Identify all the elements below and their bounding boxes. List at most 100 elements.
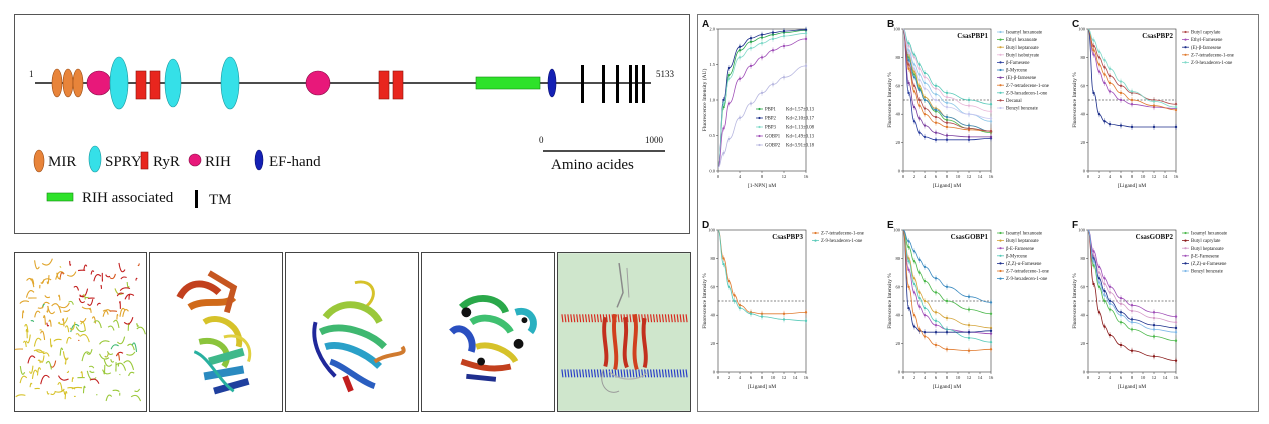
data-point — [907, 268, 910, 271]
data-point — [738, 77, 742, 80]
y-tick-label: 40 — [711, 313, 716, 318]
data-point — [1097, 265, 1101, 269]
legend-marker — [999, 76, 1002, 79]
data-point — [771, 49, 775, 52]
data-point — [989, 130, 993, 133]
legend-marker — [1184, 231, 1187, 235]
x-tick-label: 6 — [750, 375, 753, 380]
x-tick-label: 4 — [924, 174, 927, 179]
tm-segment — [642, 65, 645, 103]
x-tick-label: 10 — [956, 375, 961, 380]
series-line — [902, 229, 992, 329]
legend-marker — [758, 116, 761, 120]
y-tick-label: 80 — [711, 256, 716, 261]
tm-segment — [616, 65, 619, 103]
legend-marker — [999, 231, 1002, 235]
y-tick-label: 80 — [896, 55, 901, 60]
chart-title: CsasGOBP1 — [951, 233, 989, 241]
data-point — [989, 135, 993, 139]
rih-associated-legend-label: RIH associated — [82, 190, 174, 206]
x-tick-label: 2 — [913, 375, 915, 380]
legend-marker — [999, 262, 1002, 265]
y-tick-label: 60 — [896, 284, 901, 289]
data-point — [1103, 59, 1106, 62]
x-tick-label: 16 — [804, 375, 809, 380]
data-point — [1119, 314, 1123, 317]
mir-legend-label: MIR — [48, 154, 76, 170]
data-point — [989, 348, 993, 351]
data-point — [760, 91, 764, 95]
data-point — [1097, 113, 1101, 116]
chart-title: CsasPBP2 — [1142, 32, 1173, 40]
data-point — [967, 135, 971, 139]
data-point — [945, 299, 949, 303]
data-point — [923, 299, 927, 303]
y-tick-label: 80 — [1081, 55, 1086, 60]
x-tick-label: 6 — [935, 174, 938, 179]
legend-marker — [1184, 269, 1187, 273]
membrane-model-image — [557, 252, 691, 412]
data-point — [1130, 98, 1134, 102]
data-point — [1092, 91, 1095, 95]
domain-model-3-render — [312, 280, 406, 393]
legend-marker — [1184, 30, 1187, 34]
data-point — [1152, 104, 1156, 107]
data-point — [1103, 81, 1106, 85]
data-point — [989, 110, 993, 113]
legend-label: Isoamyl hexanoate — [1191, 232, 1227, 237]
data-point — [1103, 66, 1106, 69]
x-tick-label: 0 — [717, 375, 720, 380]
data-point — [727, 77, 731, 80]
data-point — [912, 250, 916, 253]
data-point — [912, 282, 916, 286]
y-tick-label: 1.5 — [709, 62, 715, 67]
ef-hand-legend-label: EF-hand — [269, 154, 321, 170]
legend-label: Z-9-hexadecen-1-one — [1006, 91, 1047, 96]
data-point — [907, 306, 910, 310]
data-point — [967, 331, 971, 334]
kd-label: Kd=1.49±0.13 — [786, 135, 815, 140]
data-point — [749, 46, 753, 50]
spry-legend-label: SPRY — [105, 154, 142, 170]
data-point — [923, 314, 927, 317]
chart-panel-f: F CsasGOBP2 0 2 4 6 8 10 12 14 16 0 20 40 60 80 100 [Liga… — [1070, 218, 1250, 408]
data-point — [1097, 70, 1101, 73]
y-axis-label: Fluorescence Intensity % — [702, 273, 708, 329]
legend-label: Z-7-tetradecene-1-one — [1006, 270, 1049, 275]
data-point — [918, 67, 921, 70]
data-point — [733, 294, 736, 297]
x-tick-label: 4 — [924, 375, 927, 380]
ryr-domain — [392, 70, 404, 100]
data-point — [967, 127, 971, 130]
data-point — [918, 63, 921, 66]
legend-label: Isoamyl hexanoate — [1006, 31, 1042, 36]
x-tick-label: 4 — [1109, 174, 1112, 179]
domain-model-2-render — [176, 270, 252, 395]
data-point — [918, 84, 921, 88]
data-point — [1152, 316, 1156, 320]
x-tick-label: 12 — [782, 174, 787, 179]
legend-marker — [814, 239, 817, 242]
x-tick-label: 12 — [967, 375, 972, 380]
y-tick-label: 20 — [1081, 140, 1086, 145]
data-point — [918, 271, 921, 274]
data-point — [934, 131, 938, 134]
rih-associated-legend-swatch — [46, 192, 74, 202]
y-tick-label: 20 — [711, 341, 716, 346]
data-point — [1108, 122, 1112, 126]
legend-marker — [999, 53, 1002, 56]
data-point — [1119, 84, 1123, 88]
data-point — [923, 113, 927, 116]
kd-label: Kd=1.13±0.08 — [786, 126, 815, 131]
legend-label: Decanal — [1006, 99, 1022, 104]
data-point — [1092, 49, 1095, 52]
data-point — [967, 295, 971, 298]
x-tick-label: 8 — [946, 375, 949, 380]
data-point — [1152, 335, 1156, 338]
data-point — [1103, 282, 1106, 286]
data-point — [727, 137, 731, 141]
data-point — [912, 63, 916, 66]
legend-marker — [999, 99, 1002, 102]
data-point — [760, 315, 764, 318]
rih-domain — [86, 70, 112, 96]
